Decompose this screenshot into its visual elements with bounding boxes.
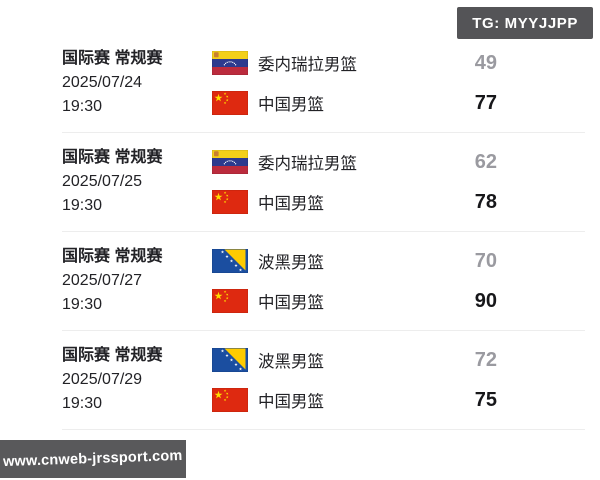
league-label: 国际赛 常规赛 bbox=[62, 347, 163, 364]
league-label: 国际赛 常规赛 bbox=[62, 50, 163, 67]
match-list: 国际赛 常规赛 2025/07/24 19:30 bbox=[62, 34, 585, 430]
home-team-name: 中国男篮 bbox=[258, 393, 324, 411]
venezuela-flag-icon bbox=[212, 150, 248, 174]
bosnia-flag-icon bbox=[212, 348, 248, 372]
scores-block: 49 77 bbox=[447, 51, 497, 115]
china-flag-icon bbox=[212, 289, 248, 313]
china-flag-icon bbox=[212, 388, 248, 412]
match-date: 2025/07/24 bbox=[62, 74, 143, 91]
home-score: 77 bbox=[474, 92, 497, 114]
away-team-name: 波黑男篮 bbox=[258, 254, 324, 272]
away-team-name: 委内瑞拉男篮 bbox=[258, 56, 357, 74]
home-team-row: 中国男篮 bbox=[212, 91, 447, 115]
match-row[interactable]: 国际赛 常规赛 2025/07/25 19:30 bbox=[62, 133, 585, 232]
away-team-name: 委内瑞拉男篮 bbox=[258, 155, 357, 173]
scores-block: 70 90 bbox=[447, 249, 497, 313]
teams-block: 委内瑞拉男篮 中国男篮 bbox=[212, 51, 447, 115]
teams-block: 波黑男篮 中国男篮 bbox=[212, 348, 447, 412]
home-score: 90 bbox=[474, 290, 497, 312]
home-score: 78 bbox=[474, 191, 497, 213]
venezuela-flag-icon bbox=[212, 51, 248, 75]
match-time: 19:30 bbox=[62, 395, 103, 412]
scores-block: 72 75 bbox=[447, 348, 497, 412]
match-info: 国际赛 常规赛 2025/07/25 19:30 bbox=[62, 146, 212, 218]
match-info: 国际赛 常规赛 2025/07/27 19:30 bbox=[62, 245, 212, 317]
home-team-row: 中国男篮 bbox=[212, 388, 447, 412]
tg-badge: TG: MYYJJPP bbox=[457, 7, 593, 39]
league-label: 国际赛 常规赛 bbox=[62, 248, 163, 265]
home-team-row: 中国男篮 bbox=[212, 289, 447, 313]
teams-block: 波黑男篮 中国男篮 bbox=[212, 249, 447, 313]
match-row[interactable]: 国际赛 常规赛 2025/07/29 19:30 bbox=[62, 331, 585, 430]
match-row[interactable]: 国际赛 常规赛 2025/07/27 19:30 bbox=[62, 232, 585, 331]
china-flag-icon bbox=[212, 190, 248, 214]
league-label: 国际赛 常规赛 bbox=[62, 149, 163, 166]
away-team-row: 委内瑞拉男篮 bbox=[212, 51, 447, 75]
match-date: 2025/07/29 bbox=[62, 371, 143, 388]
china-flag-icon bbox=[212, 91, 248, 115]
bosnia-flag-icon bbox=[212, 249, 248, 273]
away-score: 72 bbox=[474, 349, 497, 371]
match-info: 国际赛 常规赛 2025/07/29 19:30 bbox=[62, 344, 212, 416]
away-score: 62 bbox=[474, 151, 497, 173]
match-time: 19:30 bbox=[62, 296, 103, 313]
away-score: 49 bbox=[474, 52, 497, 74]
home-team-name: 中国男篮 bbox=[258, 96, 324, 114]
watermark-banner: www.cnweb-jrssport.com bbox=[0, 440, 186, 478]
away-team-name: 波黑男篮 bbox=[258, 353, 324, 371]
home-team-row: 中国男篮 bbox=[212, 190, 447, 214]
home-team-name: 中国男篮 bbox=[258, 195, 324, 213]
match-time: 19:30 bbox=[62, 197, 103, 214]
away-team-row: 委内瑞拉男篮 bbox=[212, 150, 447, 174]
home-team-name: 中国男篮 bbox=[258, 294, 324, 312]
teams-block: 委内瑞拉男篮 中国男篮 bbox=[212, 150, 447, 214]
match-time: 19:30 bbox=[62, 98, 103, 115]
scores-block: 62 78 bbox=[447, 150, 497, 214]
match-date: 2025/07/25 bbox=[62, 173, 143, 190]
match-row[interactable]: 国际赛 常规赛 2025/07/24 19:30 bbox=[62, 34, 585, 133]
home-score: 75 bbox=[474, 389, 497, 411]
match-date: 2025/07/27 bbox=[62, 272, 143, 289]
away-team-row: 波黑男篮 bbox=[212, 249, 447, 273]
tg-badge-label: TG: MYYJJPP bbox=[472, 14, 578, 32]
watermark-label: www.cnweb-jrssport.com bbox=[3, 447, 183, 471]
away-score: 70 bbox=[474, 250, 497, 272]
away-team-row: 波黑男篮 bbox=[212, 348, 447, 372]
match-info: 国际赛 常规赛 2025/07/24 19:30 bbox=[62, 47, 212, 119]
